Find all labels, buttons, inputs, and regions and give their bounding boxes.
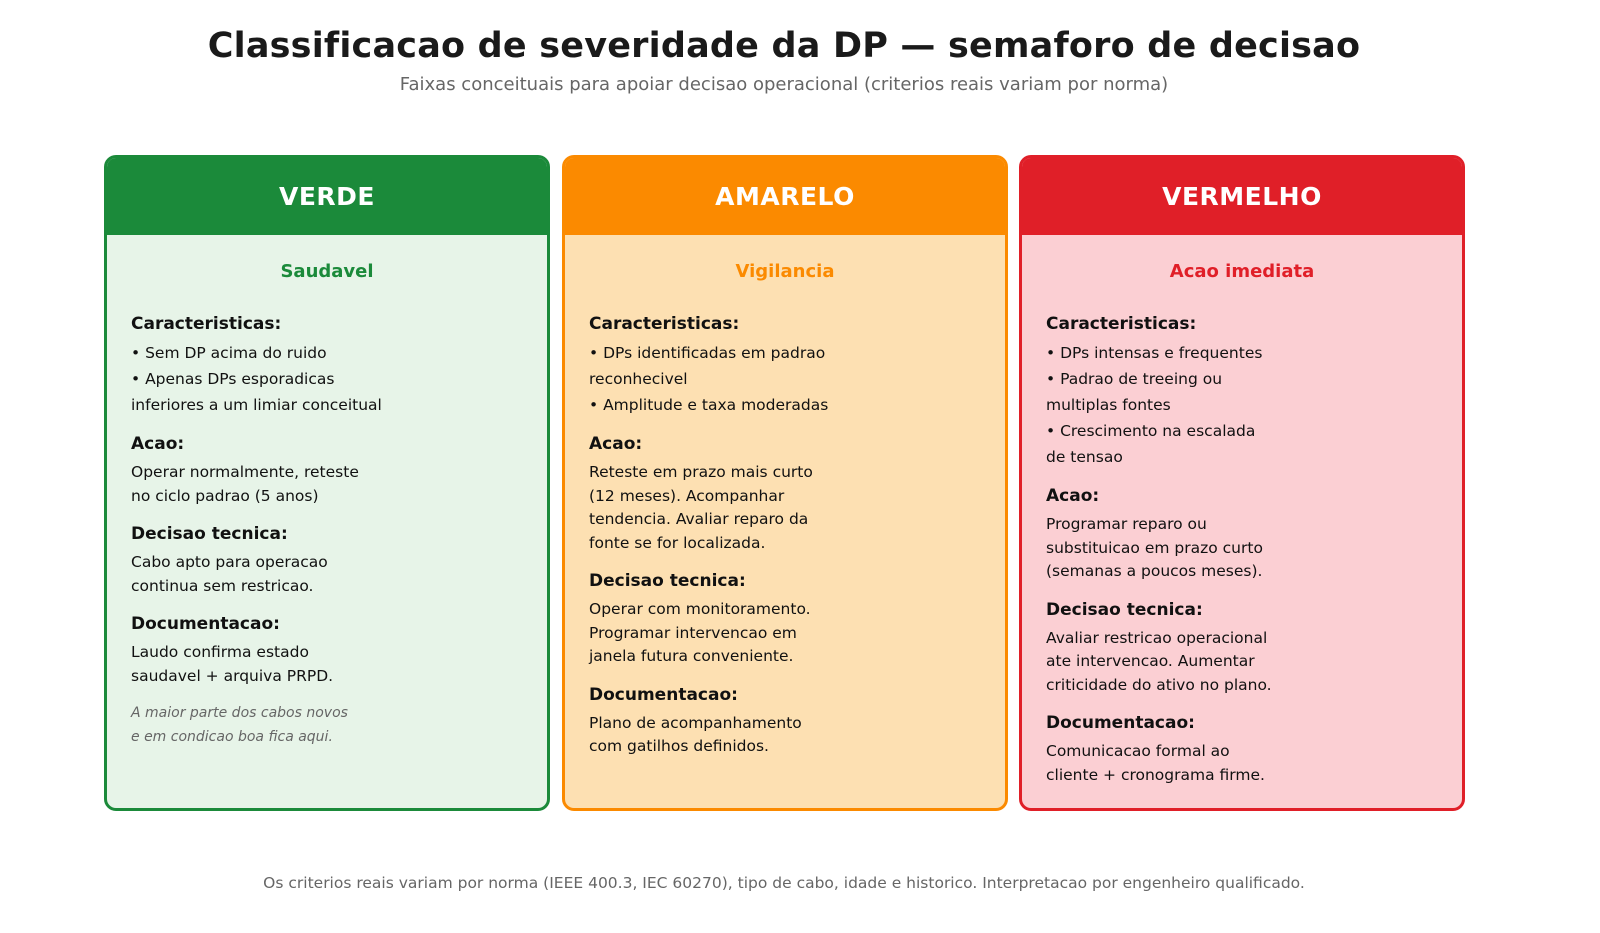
documentation-text: Comunicacao formal ao cliente + cronogra…	[1046, 742, 1265, 784]
action-title: Acao:	[131, 434, 185, 454]
list-item: • Padrao de treeing ou multiplas fontes	[1046, 370, 1223, 414]
characteristics-list: • DPs identificadas em padrao reconheciv…	[589, 340, 1005, 418]
documentation-title: Documentacao:	[589, 684, 738, 705]
page-subtitle: Faixas conceituais para apoiar decisao o…	[399, 74, 1169, 95]
card-header: AMARELO	[565, 158, 1005, 235]
documentation-title: Documentacao:	[1046, 713, 1195, 733]
decision-title: Decisao tecnica:	[589, 571, 746, 591]
characteristics-title: Caracteristicas:	[589, 314, 740, 334]
decision-title: Decisao tecnica:	[131, 524, 288, 544]
page-title: Classificacao de severidade da DP — sema…	[207, 26, 1361, 66]
severity-card-vermelho: VERMELHO Acao imediata Caracteristicas: …	[1019, 155, 1465, 811]
card-status: Saudavel	[280, 261, 374, 282]
decision-title: Decisao tecnica:	[1046, 599, 1203, 620]
list-item: • DPs intensas e frequentes	[1046, 344, 1263, 362]
documentation-text: Plano de acompanhamento com gatilhos def…	[589, 713, 802, 756]
decision-text: Operar com monitoramento. Programar inte…	[589, 600, 811, 665]
card-body: Vigilancia Caracteristicas: • DPs identi…	[565, 261, 1005, 759]
characteristics-title: Caracteristicas:	[131, 314, 282, 334]
action-text: Reteste em prazo mais curto (12 meses). …	[589, 463, 813, 552]
action-text: Programar reparo ou substituicao em praz…	[1046, 515, 1263, 580]
card-status: Vigilancia	[735, 261, 835, 282]
action-title: Acao:	[1046, 486, 1100, 506]
decision-text: Cabo apto para operacao continua sem res…	[131, 553, 328, 595]
list-item: • Crescimento na escalada de tensao	[1046, 422, 1256, 466]
severity-card-verde: VERDE Saudavel Caracteristicas: • Sem DP…	[104, 155, 550, 811]
card-note: A maior parte dos cabos novos e em condi…	[131, 705, 348, 745]
list-item: • Apenas DPs esporadicas inferiores a um…	[131, 370, 382, 414]
decision-text: Avaliar restricao operacional ate interv…	[1046, 628, 1272, 694]
list-item: • Sem DP acima do ruido	[131, 344, 327, 362]
characteristics-list: • Sem DP acima do ruido • Apenas DPs esp…	[131, 340, 547, 418]
list-item: • Amplitude e taxa moderadas	[589, 396, 829, 414]
characteristics-list: • DPs intensas e frequentes • Padrao de …	[1046, 340, 1462, 470]
list-item: • DPs identificadas em padrao reconheciv…	[589, 344, 826, 388]
severity-card-amarelo: AMARELO Vigilancia Caracteristicas: • DP…	[562, 155, 1008, 811]
card-header: VERDE	[107, 158, 547, 235]
documentation-text: Laudo confirma estado saudavel + arquiva…	[131, 643, 334, 685]
characteristics-title: Caracteristicas:	[1046, 314, 1197, 334]
card-body: Saudavel Caracteristicas: • Sem DP acima…	[107, 261, 547, 749]
footer-note: Os criterios reais variam por norma (IEE…	[263, 874, 1305, 892]
card-body: Acao imediata Caracteristicas: • DPs int…	[1022, 261, 1462, 787]
card-status: Acao imediata	[1169, 261, 1315, 282]
action-text: Operar normalmente, reteste no ciclo pad…	[131, 463, 359, 505]
action-title: Acao:	[589, 434, 643, 454]
documentation-title: Documentacao:	[131, 614, 280, 634]
card-header: VERMELHO	[1022, 158, 1462, 235]
